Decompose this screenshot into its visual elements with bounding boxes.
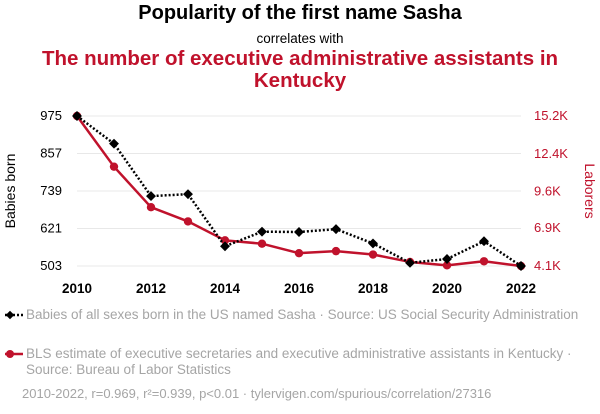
y-left-tick-label: 739 xyxy=(40,183,62,198)
footer-stats: 2010-2022, r=0.969, r²=0.939, p<0.01 · t… xyxy=(22,386,492,401)
point-laborers xyxy=(183,217,193,226)
point-babies xyxy=(109,138,119,149)
point-laborers xyxy=(294,248,304,258)
point-babies xyxy=(257,226,267,237)
legend-swatch-babies xyxy=(5,310,23,320)
y-left-axis-title: Babies born xyxy=(2,154,18,229)
chart-title-secondary: The number of executive administrative a… xyxy=(41,47,559,92)
point-babies xyxy=(72,111,82,121)
legend-text-babies: Babies of all sexes born in the US named… xyxy=(26,307,579,322)
line-chart: 503 621 739 857 975 4.1K 6.9K 9.6K 12.4K 15.2K 201… xyxy=(2,108,598,296)
point-babies xyxy=(220,241,230,252)
y-right-tick-label: 9.6K xyxy=(534,184,561,199)
x-tick-label: 2020 xyxy=(432,281,462,296)
series-lines xyxy=(72,111,526,271)
point-babies xyxy=(183,189,193,200)
y-left-tick-label: 857 xyxy=(40,146,62,161)
grid-lines xyxy=(77,115,521,267)
x-tick-label: 2014 xyxy=(210,281,241,296)
point-babies xyxy=(294,227,304,237)
x-tick-label: 2012 xyxy=(136,281,166,296)
y-left-tick-label: 621 xyxy=(40,221,62,236)
point-laborers xyxy=(479,257,489,266)
legend-text-laborers: BLS estimate of executive secretaries an… xyxy=(26,346,572,377)
y-left-tick-label: 975 xyxy=(40,108,62,123)
y-left-tick-label: 503 xyxy=(40,258,62,273)
point-babies xyxy=(331,224,341,235)
point-laborers xyxy=(220,236,230,245)
legend-swatch-laborers xyxy=(5,350,23,358)
point-laborers xyxy=(109,162,119,171)
chart-subtitle-connector: correlates with xyxy=(256,31,344,46)
y-right-tick-label: 4.1K xyxy=(534,258,561,273)
chart-title: Popularity of the first name Sasha xyxy=(138,2,462,24)
point-laborers xyxy=(442,261,452,270)
point-babies xyxy=(146,191,156,202)
legend-item-babies: Babies of all sexes born in the US named… xyxy=(4,307,594,323)
x-tick-label: 2018 xyxy=(358,281,389,296)
x-tick-label: 2010 xyxy=(62,281,92,296)
x-tick-label: 2022 xyxy=(506,281,536,296)
axis-labels: 503 621 739 857 975 4.1K 6.9K 9.6K 12.4K 15.2K 201… xyxy=(2,108,598,296)
point-babies xyxy=(405,257,415,268)
point-laborers xyxy=(146,203,156,212)
point-babies xyxy=(368,238,378,249)
x-tick-label: 2016 xyxy=(284,281,315,296)
y-right-tick-label: 12.4K xyxy=(534,146,568,161)
point-babies xyxy=(442,254,452,264)
point-laborers xyxy=(257,239,267,248)
y-right-tick-label: 15.2K xyxy=(534,108,568,123)
point-babies xyxy=(516,261,526,271)
legend-item-laborers: BLS estimate of executive secretaries an… xyxy=(4,346,594,378)
point-laborers xyxy=(368,250,378,259)
y-right-axis-title: Laborers xyxy=(582,163,598,218)
point-laborers xyxy=(331,246,341,256)
point-babies xyxy=(479,236,489,247)
y-right-tick-label: 6.9K xyxy=(534,220,561,235)
